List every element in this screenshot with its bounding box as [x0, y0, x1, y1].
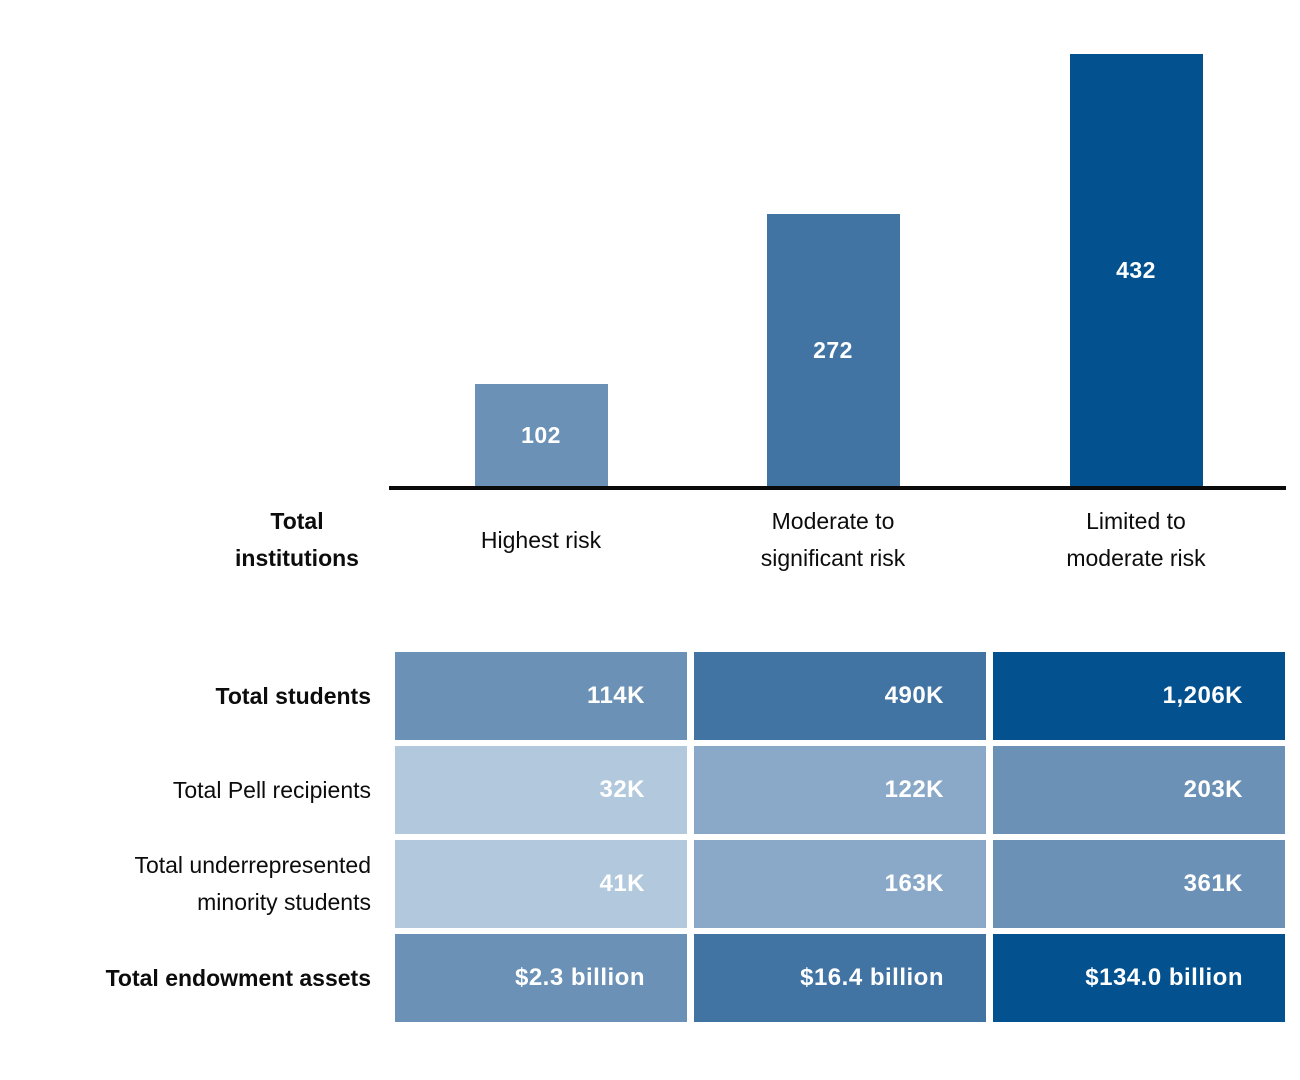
table-cell-total-students-limited-to-moderate-risk: 1,206K [993, 652, 1285, 740]
table-cell-total-underrepresented-minority-students-highest-risk: 41K [395, 840, 687, 928]
table-cell-total-underrepresented-minority-students-limited-to-moderate-risk: 361K [993, 840, 1285, 928]
table-cell-total-endowment-assets-highest-risk: $2.3 billion [395, 934, 687, 1022]
bar-moderate-to-significant-risk: 272 [766, 214, 900, 486]
table-cell-value: 490K [884, 682, 944, 709]
table-cell-total-endowment-assets-limited-to-moderate-risk: $134.0 billion [993, 934, 1285, 1022]
category-label-limited-to-moderate-risk: Limited to moderate risk [1066, 508, 1206, 571]
table-cell-value: 122K [884, 776, 944, 803]
x-axis-line [389, 486, 1286, 490]
table-cell-total-pell-recipients-highest-risk: 32K [395, 746, 687, 834]
table-cell-value: 203K [1183, 776, 1243, 803]
bar-limited-to-moderate-risk: 432 [1069, 54, 1203, 486]
table-cell-total-students-highest-risk: 114K [395, 652, 687, 740]
table-cell-total-pell-recipients-limited-to-moderate-risk: 203K [993, 746, 1285, 834]
bar-highest-risk: 102 [474, 384, 608, 486]
bar-value-label: 102 [521, 421, 561, 448]
category-label-moderate-to-significant-risk: Moderate to significant risk [760, 508, 906, 571]
bar-value-label: 432 [1116, 256, 1156, 283]
table-cell-value: 1,206K [1162, 682, 1243, 709]
row-label-total-pell-recipients: Total Pell recipients [172, 776, 371, 803]
row-label-total-endowment-assets: Total endowment assets [105, 964, 371, 991]
table-cell-total-endowment-assets-moderate-to-significant-risk: $16.4 billion [694, 934, 986, 1022]
table-cell-value: 32K [599, 776, 645, 803]
table-cell-value: 41K [599, 870, 645, 897]
table-cell-value: 163K [884, 870, 944, 897]
table-cell-value: $134.0 billion [1085, 964, 1243, 991]
table-cell-value: 114K [586, 682, 645, 709]
table-cell-total-underrepresented-minority-students-moderate-to-significant-risk: 163K [694, 840, 986, 928]
table-cell-value: $16.4 billion [800, 964, 944, 991]
table-cell-value: 361K [1183, 870, 1243, 897]
chart-row-header: Total institutions [235, 508, 359, 571]
bar-value-label: 272 [813, 336, 853, 363]
row-label-total-underrepresented-minority-students: Total underrepresented minority students [134, 852, 371, 915]
row-label-total-students: Total students [215, 682, 371, 709]
table-cell-total-students-moderate-to-significant-risk: 490K [694, 652, 986, 740]
category-label-highest-risk: Highest risk [480, 526, 602, 553]
table-cell-total-pell-recipients-moderate-to-significant-risk: 122K [694, 746, 986, 834]
table-cell-value: $2.3 billion [514, 964, 645, 991]
